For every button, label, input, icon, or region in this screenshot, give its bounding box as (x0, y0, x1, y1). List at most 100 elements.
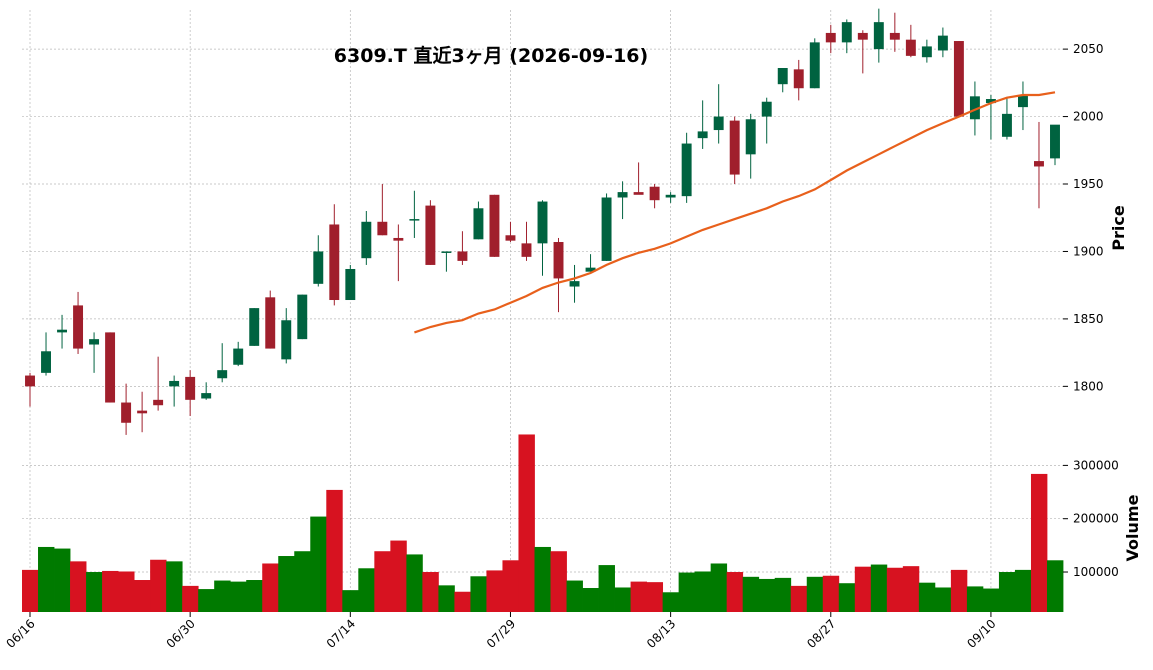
candlestick (345, 264, 356, 301)
candle-body (345, 268, 356, 301)
candle-body (169, 380, 180, 387)
candle-body (825, 32, 836, 43)
volume-bar (150, 559, 167, 612)
volume-bar (870, 564, 888, 612)
volume-bar (806, 576, 824, 612)
volume-bar (550, 551, 567, 612)
candle-body (617, 192, 628, 198)
date-tick-label: 07/14 (324, 617, 358, 651)
date-axis-ticks: 06/16 06/30 07/14 07/29 08/13 08/27 09/10 (3, 612, 999, 651)
candlestick (521, 221, 532, 261)
volume-tick-label: 200000 (1073, 512, 1119, 526)
volume-bar (278, 556, 295, 612)
candle-body (809, 42, 820, 89)
candlestick (281, 308, 292, 364)
volume-bar (854, 566, 872, 612)
candle-body (553, 242, 564, 279)
volume-bar (166, 561, 183, 612)
candle-body (185, 376, 196, 400)
candle-body (41, 351, 51, 373)
volume-bar (70, 561, 87, 612)
candlestick (489, 194, 500, 257)
candlestick (169, 375, 180, 407)
candlestick (873, 8, 884, 63)
volume-bar (678, 572, 696, 612)
candlestick (889, 12, 900, 52)
candlestick (569, 264, 580, 303)
volume-bar (822, 575, 840, 612)
date-tick-label: 06/30 (164, 617, 198, 651)
candlestick (633, 162, 644, 195)
candle-body (233, 348, 244, 365)
volume-bar (118, 571, 135, 612)
volume-bars (22, 434, 1064, 612)
candle-body (921, 46, 932, 58)
candlestick (329, 204, 340, 306)
volume-bar (358, 568, 375, 612)
candle-body (1001, 113, 1012, 137)
candle-body (665, 194, 676, 198)
volume-bar (1046, 560, 1064, 612)
candle-body (649, 186, 660, 201)
candle-body (393, 237, 404, 241)
candlestick (537, 200, 548, 276)
volume-bar (694, 571, 712, 612)
candle-body (105, 332, 116, 403)
candle-body (905, 39, 916, 56)
volume-bar (614, 587, 631, 612)
candle-body (873, 22, 884, 50)
volume-bar (390, 540, 407, 612)
candle-body (409, 219, 420, 221)
price-tick-label: 2000 (1073, 110, 1104, 124)
volume-bar (294, 551, 311, 612)
candlestick (409, 190, 420, 238)
candlestick (233, 341, 244, 367)
volume-bar (86, 572, 103, 612)
volume-bar (342, 590, 359, 612)
candlestick (249, 308, 260, 346)
candle-body (297, 294, 308, 340)
candlestick (809, 38, 820, 89)
candlestick (665, 192, 676, 203)
candle-body (281, 320, 292, 360)
candle-body (441, 251, 452, 253)
candlestick (745, 113, 756, 179)
volume-bar (134, 580, 151, 612)
candle-body (137, 410, 148, 414)
candlestick (681, 132, 692, 203)
volume-bar (1014, 569, 1032, 612)
candle-body (569, 281, 580, 287)
candlestick (905, 24, 916, 58)
volume-bar (790, 585, 808, 612)
candle-body (745, 119, 756, 155)
candlestick (505, 221, 516, 243)
price-tick-label: 2050 (1073, 42, 1104, 56)
volume-bar (262, 563, 279, 612)
volume-bar (310, 516, 327, 612)
candle-body (73, 305, 84, 349)
candlestick (217, 343, 228, 383)
candle-body (361, 221, 372, 259)
volume-bar (502, 560, 519, 612)
date-tick-label: 07/29 (484, 617, 518, 651)
candle-body (841, 22, 852, 43)
candlestick (473, 201, 484, 240)
volume-bar (326, 489, 343, 612)
candle-body (505, 235, 516, 241)
candle-body (777, 68, 788, 85)
volume-bar (454, 591, 471, 612)
candlestick (121, 383, 132, 435)
volume-bar (486, 570, 503, 612)
candlestick (1034, 121, 1044, 209)
candle-body (1034, 161, 1044, 167)
candlestick (553, 237, 564, 313)
candlestick (185, 370, 196, 417)
volume-bar (374, 551, 391, 612)
candle-body (377, 221, 388, 236)
candle-body (329, 224, 340, 301)
candle-body (953, 41, 964, 117)
candle-body (969, 96, 980, 120)
candlestick (137, 391, 148, 433)
candlestick (921, 39, 932, 63)
